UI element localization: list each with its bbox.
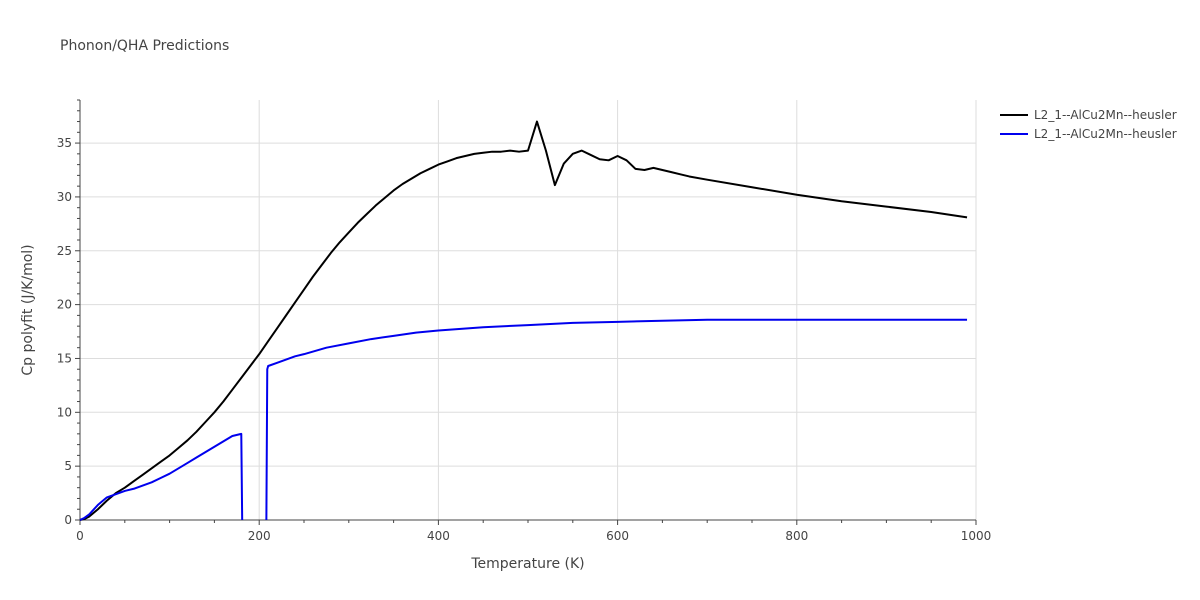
y-tick-label: 30 bbox=[57, 190, 72, 204]
y-tick-label: 25 bbox=[57, 244, 72, 258]
x-tick-label: 400 bbox=[427, 529, 450, 543]
y-tick-label: 35 bbox=[57, 136, 72, 150]
chart-title: Phonon/QHA Predictions bbox=[60, 38, 229, 54]
x-axis-title: Temperature (K) bbox=[470, 556, 584, 572]
grid-lines bbox=[80, 100, 977, 520]
legend-label-2: L2_1--AlCu2Mn--heusler bbox=[1034, 127, 1177, 141]
y-tick-label: 15 bbox=[57, 351, 72, 365]
y-axis-title: Cp polyfit (J/K/mol) bbox=[20, 244, 36, 375]
x-tick-label: 600 bbox=[606, 529, 629, 543]
series-line-1 bbox=[79, 120, 968, 521]
y-tick-label: 10 bbox=[57, 405, 72, 419]
series-line-2 bbox=[79, 318, 968, 521]
x-tick-label: 800 bbox=[785, 529, 808, 543]
legend[interactable]: L2_1--AlCu2Mn--heusler L2_1--AlCu2Mn--heu… bbox=[1000, 108, 1177, 141]
y-tick-label: 20 bbox=[57, 298, 72, 312]
x-tick-label: 0 bbox=[76, 529, 84, 543]
y-tick-label: 5 bbox=[64, 459, 72, 473]
x-tick-label: 1000 bbox=[961, 529, 992, 543]
y-tick-label: 0 bbox=[64, 513, 72, 527]
legend-label-1: L2_1--AlCu2Mn--heusler bbox=[1034, 108, 1177, 122]
x-tick-label: 200 bbox=[248, 529, 271, 543]
axes: 0 200 400 600 800 1000 0 5 10 15 20 25 30 35 bbox=[57, 99, 992, 543]
plot-area bbox=[79, 120, 968, 521]
